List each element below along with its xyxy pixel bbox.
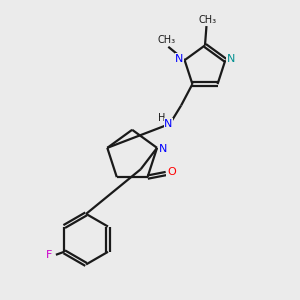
Text: N: N xyxy=(159,144,167,154)
Text: H: H xyxy=(158,113,165,123)
Text: N: N xyxy=(164,119,172,129)
Text: N: N xyxy=(226,54,235,64)
Text: F: F xyxy=(46,250,52,260)
Text: N: N xyxy=(175,54,184,64)
Text: O: O xyxy=(167,167,176,177)
Text: CH₃: CH₃ xyxy=(158,35,176,45)
Text: CH₃: CH₃ xyxy=(199,14,217,25)
